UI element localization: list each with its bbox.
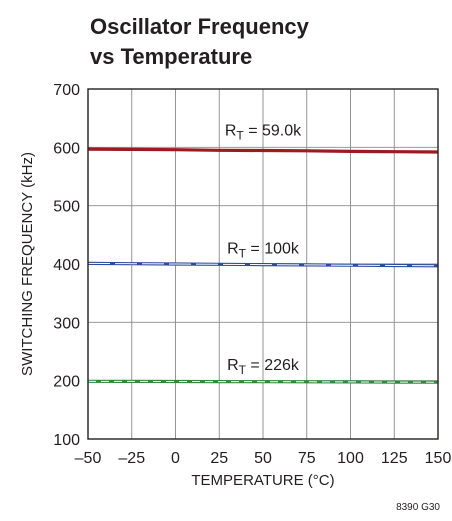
series-line-1 <box>87 147 439 154</box>
y-tick-labels: 100 200 300 400 500 600 700 <box>53 82 80 449</box>
x-tick-label: 25 <box>210 450 228 467</box>
x-tick-label: –50 <box>75 450 102 467</box>
y-tick-label: 100 <box>53 432 80 449</box>
chart-title-line-1: Oscillator Frequency <box>90 14 310 39</box>
figure-code: 8390 G30 <box>396 502 440 513</box>
plot-frame <box>87 88 439 440</box>
y-tick-label: 600 <box>53 140 80 157</box>
x-tick-label: 150 <box>425 450 452 467</box>
series-dash-overlay-2 <box>87 262 439 267</box>
x-tick-label: 100 <box>337 450 364 467</box>
x-tick-label: 125 <box>381 450 408 467</box>
y-tick-label: 300 <box>53 315 80 332</box>
series-label-3: RT = 226k <box>227 357 300 377</box>
x-tick-labels: –50 –25 0 25 50 75 100 125 150 <box>75 450 452 467</box>
y-tick-label: 400 <box>53 257 80 274</box>
series-layer <box>87 147 439 384</box>
y-tick-label: 500 <box>53 199 80 216</box>
series-labels: RT = 59.0k RT = 100k RT = 226k <box>225 123 302 377</box>
x-tick-label: 50 <box>254 450 272 467</box>
series-label-2: RT = 100k <box>227 241 300 261</box>
y-axis-label: SWITCHING FREQUENCY (kHz) <box>19 152 36 376</box>
series-label-1: RT = 59.0k <box>225 123 302 143</box>
chart-title: Oscillator Frequency vs Temperature <box>90 14 310 69</box>
chart-title-line-2: vs Temperature <box>90 44 252 69</box>
x-tick-label: 0 <box>171 450 180 467</box>
series-dash-overlay-3 <box>87 380 439 383</box>
x-tick-label: 75 <box>298 450 316 467</box>
y-tick-label: 700 <box>53 82 80 99</box>
x-tick-label: –25 <box>118 450 145 467</box>
y-tick-label: 200 <box>53 374 80 391</box>
x-axis-label: TEMPERATURE (°C) <box>191 472 334 489</box>
